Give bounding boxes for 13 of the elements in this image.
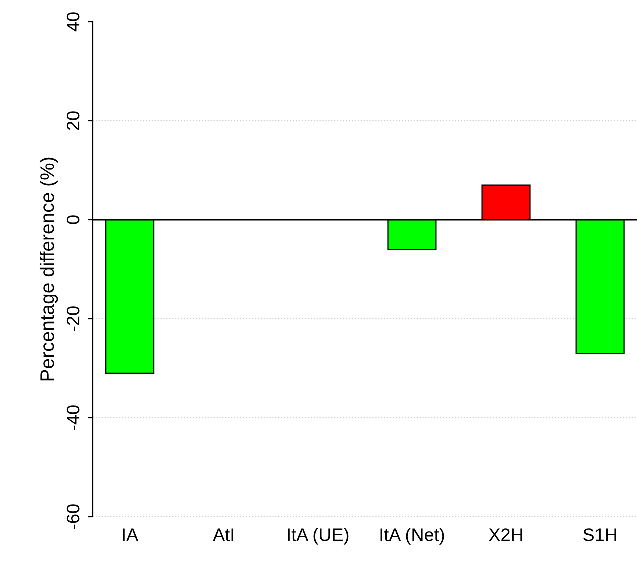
y-tick-label: -20 xyxy=(66,306,80,332)
y-axis-title: Percentage difference (%) xyxy=(40,158,58,381)
y-tick-label: 40 xyxy=(66,12,80,32)
x-tick-label: ItA (UE) xyxy=(288,528,349,545)
y-tick-label: -40 xyxy=(66,406,80,430)
x-tick-label: IA xyxy=(123,528,139,542)
y-tick-label: 20 xyxy=(66,112,80,130)
y-tick-label: -60 xyxy=(66,504,80,530)
x-tick-label: AtI xyxy=(213,528,234,542)
x-tick-label: ItA (Net) xyxy=(380,528,444,545)
y-tick-label: 0 xyxy=(66,216,80,224)
x-tick-label: X2H xyxy=(489,528,522,542)
x-tick-label: S1H xyxy=(584,528,616,542)
